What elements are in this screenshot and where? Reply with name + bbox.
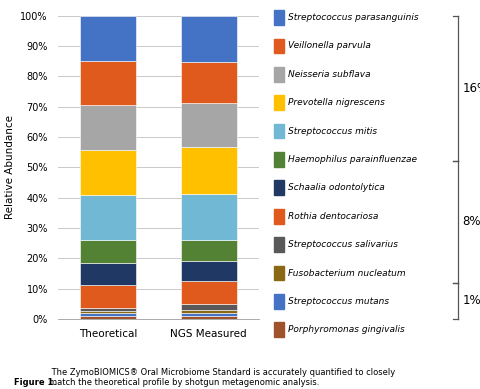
Bar xyxy=(80,316,136,319)
Bar xyxy=(181,316,237,319)
Text: Streptococcus parasanguinis: Streptococcus parasanguinis xyxy=(288,13,419,22)
Text: Figure 1.: Figure 1. xyxy=(14,378,57,387)
Bar xyxy=(181,261,237,281)
Text: Fusobacterium nucleatum: Fusobacterium nucleatum xyxy=(288,268,406,278)
Bar xyxy=(80,285,136,308)
Text: Prevotella nigrescens: Prevotella nigrescens xyxy=(288,98,385,107)
Y-axis label: Relative Abundance: Relative Abundance xyxy=(5,115,15,219)
Text: Streptococcus mutans: Streptococcus mutans xyxy=(288,297,389,306)
Bar xyxy=(181,193,237,240)
Text: Streptococcus salivarius: Streptococcus salivarius xyxy=(288,240,398,249)
Bar xyxy=(80,240,136,263)
Bar xyxy=(181,62,237,103)
Text: 16%: 16% xyxy=(462,82,480,95)
Bar xyxy=(181,240,237,261)
Bar xyxy=(80,195,136,240)
Bar xyxy=(80,263,136,285)
Text: Porphyromonas gingivalis: Porphyromonas gingivalis xyxy=(288,325,405,335)
Bar xyxy=(80,61,136,105)
Text: Neisseria subflava: Neisseria subflava xyxy=(288,70,371,79)
Text: The ZymoBIOMICS® Oral Microbiome Standard is accurately quantified to closely
ma: The ZymoBIOMICS® Oral Microbiome Standar… xyxy=(49,368,396,387)
Text: 8%: 8% xyxy=(462,216,480,228)
Bar xyxy=(181,305,237,310)
Bar xyxy=(80,310,136,314)
Bar xyxy=(181,103,237,147)
Text: 1%: 1% xyxy=(462,294,480,307)
Bar xyxy=(181,147,237,193)
Bar xyxy=(80,308,136,310)
Text: Haemophilus parainfluenzae: Haemophilus parainfluenzae xyxy=(288,155,417,164)
Text: Schaalia odontolytica: Schaalia odontolytica xyxy=(288,183,385,193)
Bar xyxy=(80,16,136,61)
Text: Rothia dentocariosa: Rothia dentocariosa xyxy=(288,212,378,221)
Bar xyxy=(181,16,237,62)
Bar xyxy=(181,313,237,316)
Bar xyxy=(80,105,136,151)
Bar xyxy=(181,281,237,304)
Bar xyxy=(80,151,136,195)
Text: Veillonella parvula: Veillonella parvula xyxy=(288,41,371,51)
Bar xyxy=(80,314,136,316)
Bar xyxy=(181,310,237,313)
Text: Streptococcus mitis: Streptococcus mitis xyxy=(288,126,377,136)
